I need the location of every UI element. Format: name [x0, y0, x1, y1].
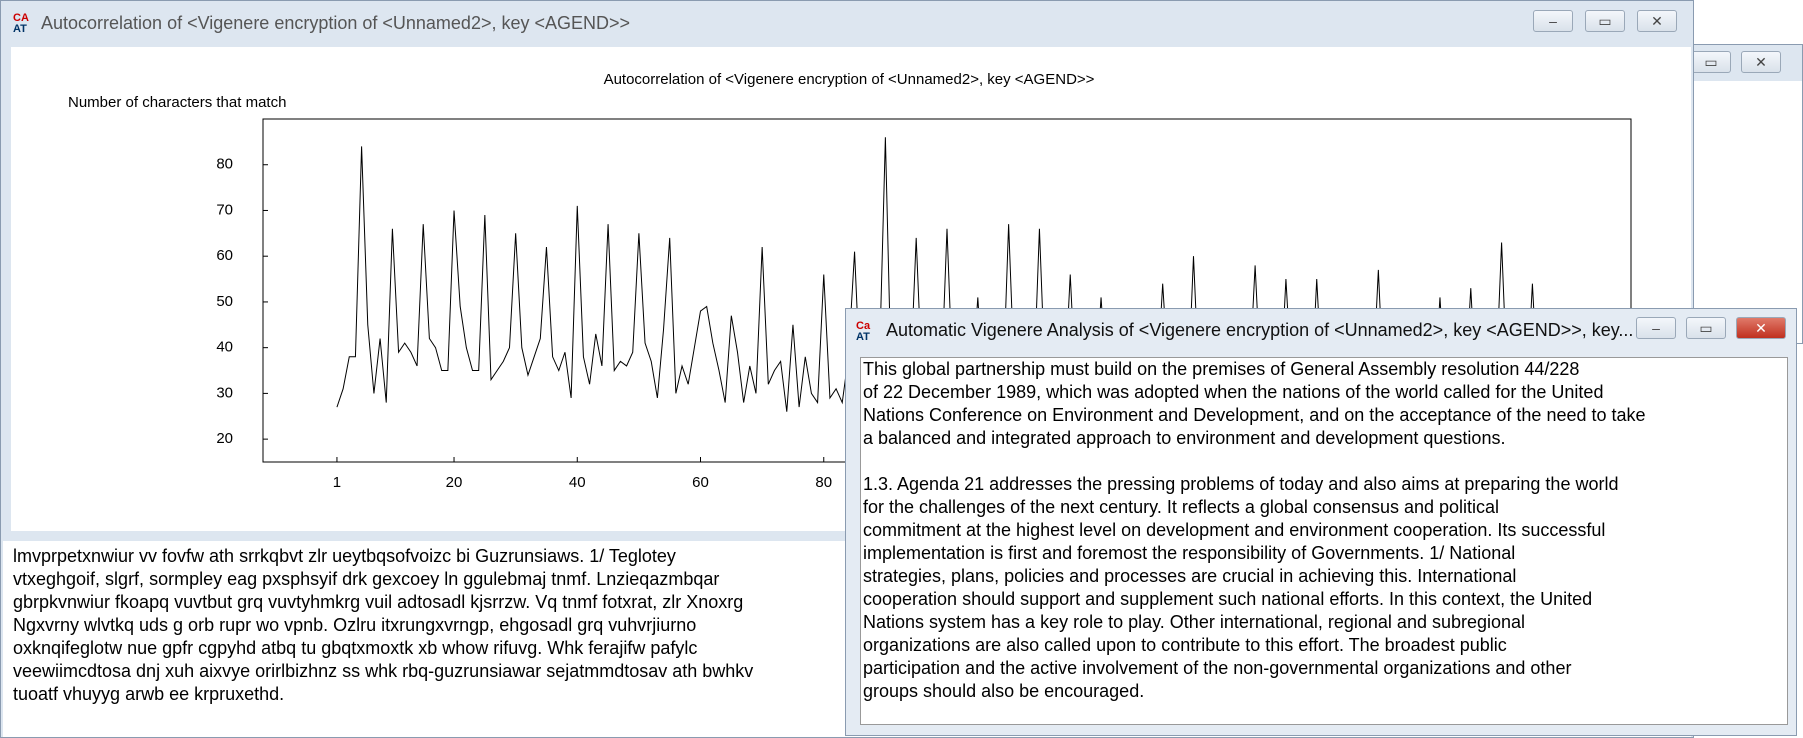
text-line: Ngxvrny wlvtkq uds g orb rupr wo vpnb. O…	[13, 615, 697, 635]
title-bar: Ca AT Automatic Vigenere Analysis of <Vig…	[846, 309, 1796, 351]
paragraph: This global partnership must build on th…	[863, 358, 1787, 450]
app-icon: Ca AT	[856, 320, 871, 343]
paragraph: 1.3. Agenda 21 addresses the pressing pr…	[863, 473, 1787, 703]
y-axis-label: Number of characters that match	[68, 94, 286, 111]
close-button[interactable]: ✕	[1637, 10, 1677, 32]
chart-title: Autocorrelation of <Vigenere encryption …	[604, 71, 1095, 88]
text-line: strategies, plans, policies and processe…	[863, 566, 1517, 586]
text-line: lmvprpetxnwiur vv fovfw ath srrkqbvt zlr…	[13, 546, 676, 566]
y-tick-label: 20	[216, 430, 233, 447]
text-line: of 22 December 1989, which was adopted w…	[863, 382, 1604, 402]
x-tick-label: 1	[333, 474, 341, 491]
plaintext: This global partnership must build on th…	[860, 357, 1788, 725]
minimize-button[interactable]: –	[1636, 317, 1676, 339]
text-line: commitment at the highest level on devel…	[863, 520, 1606, 540]
minimize-button[interactable]: –	[1533, 10, 1573, 32]
y-tick-label: 60	[216, 247, 233, 264]
text-line: gbrpkvnwiur fkoapq vuvtbut grq vuvtyhmkr…	[13, 592, 744, 612]
text-line: groups should also be encouraged.	[863, 681, 1145, 701]
window-title: Autocorrelation of <Vigenere encryption …	[41, 13, 631, 33]
close-button[interactable]: ✕	[1736, 317, 1786, 339]
close-button[interactable]: ✕	[1741, 51, 1781, 73]
app-icon: CA AT	[13, 12, 29, 35]
y-tick-label: 30	[216, 384, 233, 401]
y-tick-label: 40	[216, 339, 233, 356]
text-line: veewiimcdtosa dnj xuh aixvye orirlbizhnz…	[13, 661, 754, 681]
text-line: implementation is first and foremost the…	[863, 543, 1516, 563]
text-line: Nations system has a key role to play. O…	[863, 612, 1526, 632]
maximize-button[interactable]: ▭	[1585, 10, 1625, 32]
maximize-button[interactable]: ▭	[1686, 317, 1726, 339]
window-title: Automatic Vigenere Analysis of <Vigenere…	[886, 320, 1634, 340]
text-line: cooperation should support and supplemen…	[863, 589, 1593, 609]
text-line: participation and the active involvement…	[863, 658, 1572, 678]
text-line: 1.3. Agenda 21 addresses the pressing pr…	[863, 474, 1619, 494]
text-line: a balanced and integrated approach to en…	[863, 428, 1506, 448]
y-tick-label: 50	[216, 293, 233, 310]
x-tick-label: 60	[692, 474, 709, 491]
text-line: This global partnership must build on th…	[863, 359, 1580, 379]
x-tick-label: 40	[569, 474, 586, 491]
x-tick-label: 20	[446, 474, 463, 491]
text-line: vtxeghgoif, slgrf, sormpley eag pxsphsyi…	[13, 569, 720, 589]
maximize-button[interactable]: ▭	[1691, 51, 1731, 73]
text-line: for the challenges of the next century. …	[863, 497, 1500, 517]
text-line: oxknqifeglotw nue gpfr cgpyhd atbq tu gb…	[13, 638, 698, 658]
text-line: Nations Conference on Environment and De…	[863, 405, 1646, 425]
text-line: organizations are also called upon to co…	[863, 635, 1507, 655]
x-tick-label: 80	[815, 474, 832, 491]
text-line: tuoatf vhuyyg arwb ee krpruxethd.	[13, 684, 285, 704]
y-tick-label: 80	[216, 156, 233, 173]
y-tick-label: 70	[216, 201, 233, 218]
analysis-window: Ca AT Automatic Vigenere Analysis of <Vig…	[845, 308, 1797, 736]
title-bar: CA AT Autocorrelation of <Vigenere encryp…	[1, 1, 1693, 45]
